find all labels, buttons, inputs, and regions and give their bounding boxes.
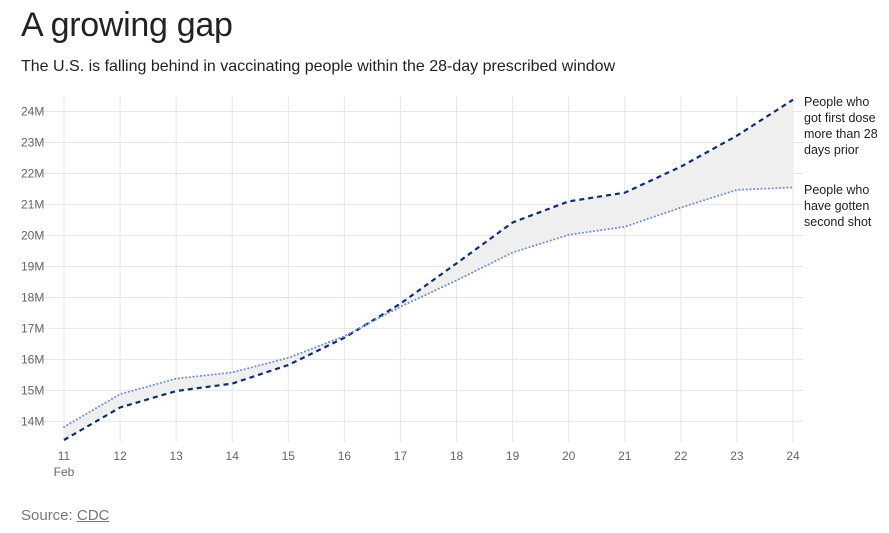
series-label-line: have gotten (804, 199, 869, 213)
y-tick-label: 23M (21, 135, 44, 149)
y-tick-label: 15M (21, 383, 44, 397)
y-tick-label: 24M (21, 104, 44, 118)
second-shot-line (63, 186, 794, 428)
series-labels: People who got first dose more than 28 days… (804, 95, 878, 229)
y-tick-label: 19M (21, 259, 44, 273)
y-tick-label: 17M (21, 321, 44, 335)
y-tick-label: 18M (21, 290, 44, 304)
x-tick-label: 14 (226, 449, 240, 463)
chart-title: A growing gap (21, 6, 233, 44)
x-tick-label: 15 (282, 449, 296, 463)
x-tick-label: 20 (562, 449, 576, 463)
x-tick-label: 23 (730, 449, 744, 463)
x-tick-label: 24 (786, 449, 800, 463)
y-tick-label: 14M (21, 414, 44, 428)
x-tick-label: 19 (506, 449, 520, 463)
series-label-line: second shot (804, 215, 872, 229)
chart-subtitle: The U.S. is falling behind in vaccinatin… (21, 58, 616, 75)
x-tick-label: 17 (394, 449, 408, 463)
y-tick-label: 22M (21, 166, 44, 180)
x-tick-label: 12 (113, 449, 127, 463)
second-shot-label: People who have gotten second shot (804, 183, 872, 229)
series-label-line: People who (804, 95, 869, 109)
x-tick-label: 18 (450, 449, 464, 463)
x-tick-label: 13 (169, 449, 183, 463)
source-label: Source: (21, 507, 73, 524)
x-tick-label: 22 (674, 449, 688, 463)
grid (20, 96, 803, 442)
gap-area (64, 99, 793, 440)
x-tick-sublabel: Feb (54, 465, 75, 479)
series-label-line: days prior (804, 143, 859, 157)
x-tick-label: 16 (338, 449, 352, 463)
series-label-line: got first dose (804, 111, 876, 125)
x-tick-label: 21 (618, 449, 632, 463)
series-label-line: more than 28 (804, 127, 878, 141)
first-dose-label: People who got first dose more than 28 days… (804, 95, 878, 157)
source-link[interactable]: CDC (76, 507, 110, 524)
gap-fill (64, 99, 793, 440)
series-lines (63, 98, 794, 441)
x-tick-label: 11 (58, 449, 71, 463)
line-chart: 14M 15M 16M 17M 18M 19M 20M 21M 22M 23M 24M 11 12 13 1… (20, 95, 878, 479)
y-tick-label: 16M (21, 352, 44, 366)
y-tick-label: 21M (21, 197, 44, 211)
source-note: Source: CDC (21, 507, 109, 524)
axes: 14M 15M 16M 17M 18M 19M 20M 21M 22M 23M 24M 11 12 13 1… (21, 104, 800, 479)
y-tick-label: 20M (21, 228, 44, 242)
series-label-line: People who (804, 183, 869, 197)
